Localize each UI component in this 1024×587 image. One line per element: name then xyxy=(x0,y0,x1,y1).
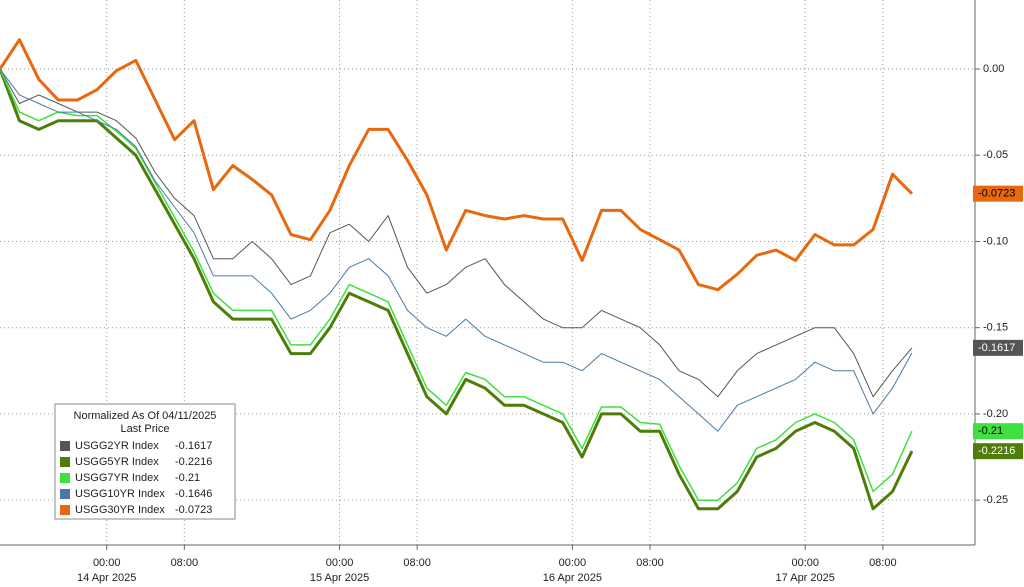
legend-swatch xyxy=(60,441,70,451)
last-price-tag xyxy=(973,339,1023,356)
x-tick-label: 08:00 xyxy=(403,557,431,569)
lines xyxy=(0,38,914,511)
last-price-label: -0.1617 xyxy=(978,342,1015,354)
series-line xyxy=(0,68,913,432)
x-tick-label: 00:00 xyxy=(559,557,587,569)
legend-value: -0.1617 xyxy=(175,440,212,452)
last-price-tag xyxy=(973,423,1023,440)
series-line xyxy=(0,38,913,292)
legend-label: USGG2YR Index xyxy=(75,440,159,452)
x-tick-label: 08:00 xyxy=(171,557,199,569)
legend-title: Normalized As Of 04/11/2025 xyxy=(74,410,217,422)
x-tick-label: 08:00 xyxy=(636,557,664,569)
y-tick-label: -0.25 xyxy=(983,494,1008,506)
last-price-label: -0.0723 xyxy=(978,188,1015,200)
legend-swatch xyxy=(60,489,70,499)
date-label: 16 Apr 2025 xyxy=(543,572,602,584)
legend: Normalized As Of 04/11/2025 Last Price U… xyxy=(54,403,236,520)
legend-swatch xyxy=(60,457,70,467)
legend-value: -0.2216 xyxy=(175,456,212,468)
x-tick-label: 00:00 xyxy=(791,557,819,569)
legend-subtitle: Last Price xyxy=(121,423,170,435)
legend-label: USGG10YR Index xyxy=(75,488,165,500)
last-price-tag xyxy=(973,185,1023,202)
series-line xyxy=(0,68,913,501)
legend-label: USGG30YR Index xyxy=(75,504,165,516)
series-line xyxy=(0,68,914,511)
legend-value: -0.21 xyxy=(175,472,200,484)
last-price-tag xyxy=(973,443,1023,460)
x-tick-label: 08:00 xyxy=(869,557,897,569)
legend-swatch xyxy=(60,473,70,483)
legend-swatch xyxy=(60,505,70,515)
legend-label: USGG7YR Index xyxy=(75,472,159,484)
axis-labels: 0.00 -0.05 -0.10 -0.15 -0.20 -0.25 00:00 08:00 0… xyxy=(77,63,1023,584)
y-tick-label: -0.05 xyxy=(983,149,1008,161)
y-tick-label: -0.15 xyxy=(983,322,1008,334)
y-tick-label: -0.10 xyxy=(983,235,1008,247)
legend-box xyxy=(54,403,236,520)
legend-value: -0.1646 xyxy=(175,488,212,500)
date-label: 17 Apr 2025 xyxy=(776,572,835,584)
x-tick-label: 00:00 xyxy=(326,557,354,569)
date-label: 15 Apr 2025 xyxy=(310,572,369,584)
legend-value: -0.0723 xyxy=(175,504,212,516)
x-tick-label: 00:00 xyxy=(93,557,121,569)
last-price-label: -0.2216 xyxy=(978,445,1015,457)
legend-label: USGG5YR Index xyxy=(75,456,159,468)
series-line xyxy=(0,68,913,398)
y-tick-label: 0.00 xyxy=(983,63,1004,75)
grid xyxy=(0,0,975,545)
y-tick-label: -0.20 xyxy=(983,408,1008,420)
date-label: 14 Apr 2025 xyxy=(77,572,136,584)
last-price-label: -0.21 xyxy=(978,425,1003,437)
